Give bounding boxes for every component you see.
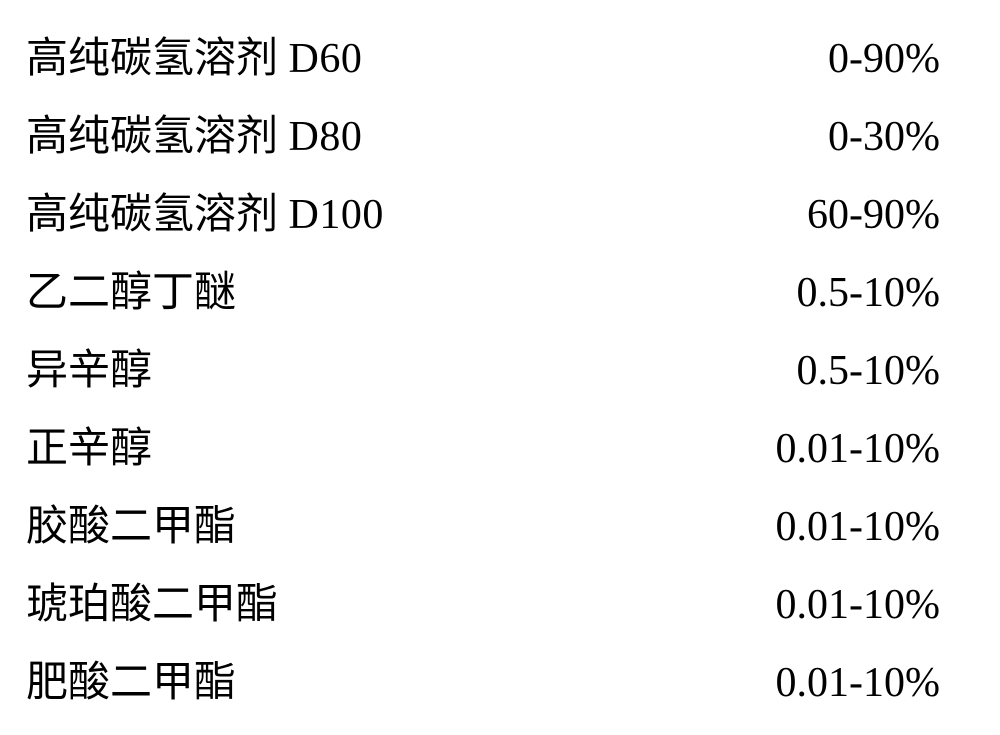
component-name: 高纯碳氢溶剂 D100 — [26, 176, 384, 254]
composition-row: 异辛醇 0.5-10% — [26, 332, 940, 410]
composition-row: 高纯碳氢溶剂 D80 0-30% — [26, 98, 940, 176]
composition-row: 高纯碳氢溶剂 D100 60-90% — [26, 176, 940, 254]
component-name: 高纯碳氢溶剂 D60 — [26, 20, 362, 98]
component-name-cn: 高纯碳氢溶剂 — [26, 36, 289, 82]
composition-row: 正辛醇 0.01-10% — [26, 410, 940, 488]
component-name-cn: 正辛醇 — [26, 426, 152, 472]
component-name: 琥珀酸二甲酯 — [26, 566, 278, 644]
component-name: 乙二醇丁醚 — [26, 254, 236, 332]
component-name-latin: D60 — [289, 36, 363, 82]
component-name-cn: 琥珀酸二甲酯 — [26, 582, 278, 628]
composition-row: 乙二醇丁醚 0.5-10% — [26, 254, 940, 332]
component-name-latin: D100 — [289, 192, 384, 238]
component-name-cn: 异辛醇 — [26, 348, 152, 394]
composition-row: 肥酸二甲酯 0.01-10% — [26, 644, 940, 722]
component-name-cn: 肥酸二甲酯 — [26, 660, 236, 706]
composition-row: 高纯碳氢溶剂 D60 0-90% — [26, 20, 940, 98]
composition-row: 胶酸二甲酯 0.01-10% — [26, 488, 940, 566]
component-percentage: 0-90% — [680, 20, 940, 98]
component-name-latin: D80 — [289, 114, 363, 160]
component-name: 高纯碳氢溶剂 D80 — [26, 98, 362, 176]
component-percentage: 0.01-10% — [680, 410, 940, 488]
component-name-cn: 高纯碳氢溶剂 — [26, 114, 289, 160]
component-name-cn: 乙二醇丁醚 — [26, 270, 236, 316]
component-percentage: 0.01-10% — [680, 488, 940, 566]
component-percentage: 0-30% — [680, 98, 940, 176]
component-percentage: 0.5-10% — [680, 332, 940, 410]
component-percentage: 60-90% — [640, 176, 940, 254]
component-name-cn: 高纯碳氢溶剂 — [26, 192, 289, 238]
composition-list: 高纯碳氢溶剂 D600-90%高纯碳氢溶剂 D800-30%高纯碳氢溶剂 D10… — [0, 0, 1000, 735]
component-name: 异辛醇 — [26, 332, 152, 410]
component-percentage: 0.01-10% — [680, 644, 940, 722]
component-percentage: 0.5-10% — [680, 254, 940, 332]
component-name: 肥酸二甲酯 — [26, 644, 236, 722]
component-name-cn: 胶酸二甲酯 — [26, 504, 236, 550]
component-name: 胶酸二甲酯 — [26, 488, 236, 566]
composition-row: 琥珀酸二甲酯 0.01-10% — [26, 566, 940, 644]
component-percentage: 0.01-10% — [680, 566, 940, 644]
component-name: 正辛醇 — [26, 410, 152, 488]
